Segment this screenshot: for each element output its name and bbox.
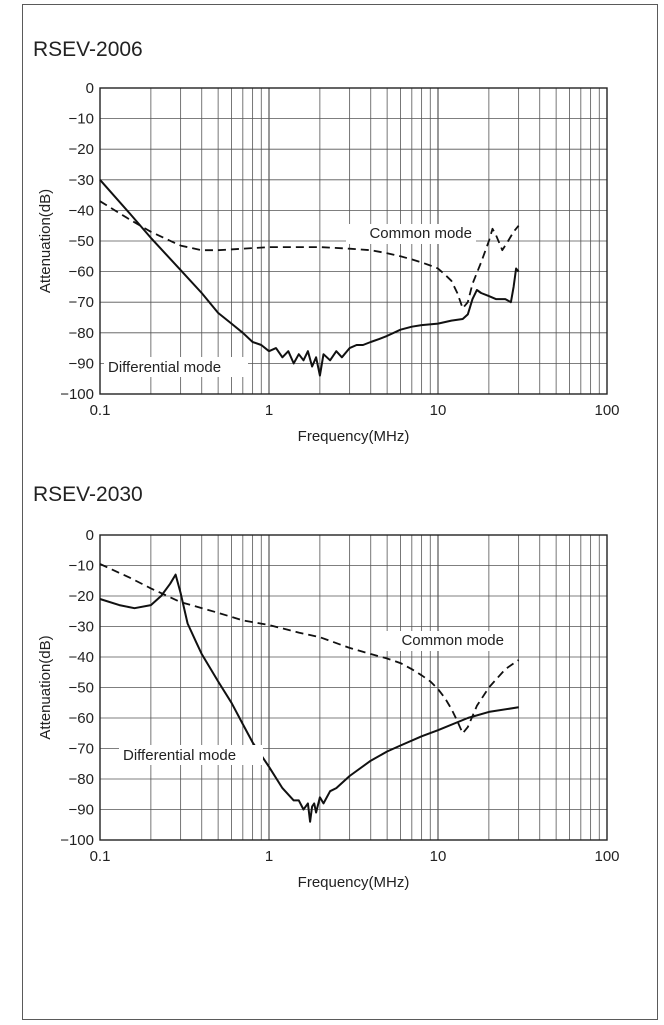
differential-mode-line xyxy=(99,179,520,377)
series-label: Common mode xyxy=(401,632,504,649)
common-mode-line xyxy=(99,563,520,735)
series-label: Differential mode xyxy=(108,359,221,376)
grid xyxy=(100,535,607,840)
x-tick-label: 10 xyxy=(430,402,447,419)
y-tick-label: −10 xyxy=(69,111,94,128)
y-tick-label: −20 xyxy=(69,141,94,158)
y-axis-label: Attenuation(dB) xyxy=(37,635,54,739)
differential-mode-line xyxy=(99,573,519,823)
plot-frame xyxy=(99,534,608,841)
x-tick-label: 100 xyxy=(594,848,619,865)
y-tick-label: −20 xyxy=(69,588,94,605)
plot-frame xyxy=(99,87,608,395)
y-tick-label: −60 xyxy=(69,264,94,281)
y-tick-label: −70 xyxy=(69,741,94,758)
y-tick-label: −50 xyxy=(69,233,94,250)
x-tick-label: 0.1 xyxy=(90,402,111,419)
x-tick-label: 10 xyxy=(430,848,447,865)
y-tick-label: −30 xyxy=(69,619,94,636)
series-label: Common mode xyxy=(369,225,472,242)
y-tick-label: −70 xyxy=(69,294,94,311)
y-tick-label: 0 xyxy=(86,80,94,97)
series-label-background xyxy=(378,631,508,651)
y-tick-label: 0 xyxy=(86,527,94,544)
y-tick-label: −90 xyxy=(69,355,94,372)
y-tick-label: −40 xyxy=(69,649,94,666)
y-tick-label: −30 xyxy=(69,172,94,189)
series-label: Differential mode xyxy=(123,747,236,764)
x-tick-label: 1 xyxy=(265,402,273,419)
series-label-background xyxy=(119,745,263,765)
x-tick-label: 100 xyxy=(594,402,619,419)
y-tick-label: −50 xyxy=(69,680,94,697)
y-tick-label: −10 xyxy=(69,558,94,575)
series-label-background xyxy=(104,357,248,377)
x-axis-label: Frequency(MHz) xyxy=(298,874,410,891)
y-tick-label: −40 xyxy=(69,202,94,219)
y-tick-label: −80 xyxy=(69,771,94,788)
x-axis-label: Frequency(MHz) xyxy=(298,428,410,445)
y-tick-label: −100 xyxy=(60,386,94,403)
y-tick-label: −60 xyxy=(69,710,94,727)
figure-frame xyxy=(22,4,658,1020)
y-tick-label: −100 xyxy=(60,832,94,849)
chart-2-title: RSEV-2030 xyxy=(33,483,143,506)
y-tick-label: −90 xyxy=(69,802,94,819)
x-tick-label: 1 xyxy=(265,848,273,865)
common-mode-line xyxy=(99,200,520,310)
series-label-background xyxy=(346,224,476,244)
x-tick-label: 0.1 xyxy=(90,848,111,865)
y-axis-label: Attenuation(dB) xyxy=(37,189,54,293)
chart-1-title: RSEV-2006 xyxy=(33,38,143,61)
y-tick-label: −80 xyxy=(69,325,94,342)
